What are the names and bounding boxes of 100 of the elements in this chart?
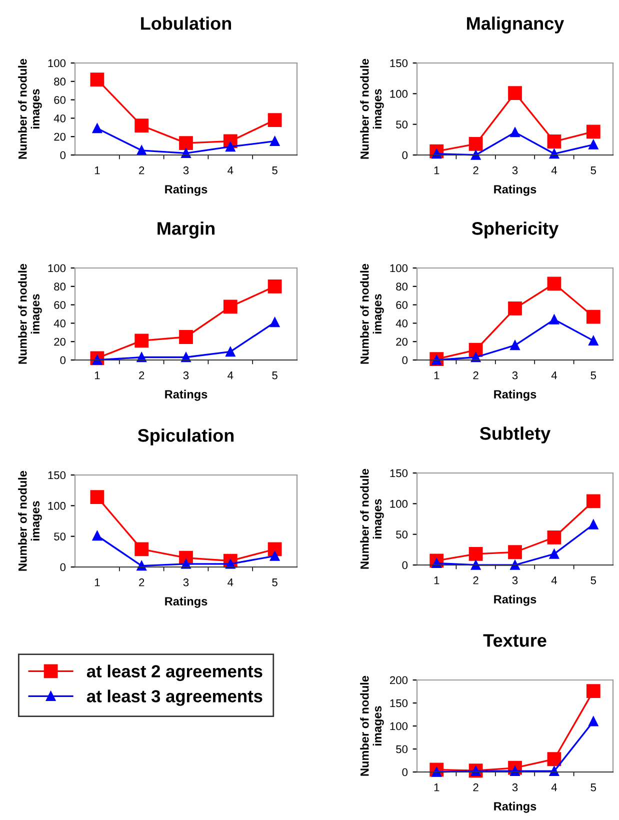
y-tick-label: 80: [396, 282, 408, 291]
x-tick-label: 4: [551, 576, 557, 584]
x-tick-label: 4: [551, 166, 557, 174]
x-axis-title: Ratings: [494, 594, 536, 606]
x-tick-label: 1: [434, 576, 440, 584]
chart-title: Texture: [483, 634, 546, 647]
point: [586, 494, 600, 508]
x-tick-label: 2: [139, 166, 144, 174]
point: [547, 276, 562, 291]
point: [468, 137, 483, 151]
y-tick-label: 100: [48, 502, 66, 510]
x-tick-label: 1: [434, 784, 440, 792]
point: [586, 684, 600, 698]
x-tick-label: 3: [183, 578, 189, 586]
point: [179, 330, 193, 344]
point: [508, 86, 522, 100]
y-tick-label: 200: [390, 676, 408, 684]
chart-title: Spiculation: [138, 428, 234, 446]
y-tick-label: 60: [54, 96, 66, 104]
point: [549, 766, 560, 776]
y-tick-label: 80: [54, 282, 66, 291]
point: [510, 127, 520, 138]
x-tick-label: 2: [139, 371, 144, 380]
point: [586, 124, 600, 139]
x-tick-label: 4: [551, 784, 557, 792]
x-tick-label: 5: [272, 372, 278, 380]
x-tick-label: 2: [473, 783, 478, 792]
point: [588, 716, 598, 726]
point: [268, 113, 282, 127]
point: [270, 551, 280, 561]
point: [90, 72, 104, 87]
y-axis-title: Number of nodule images: [18, 58, 42, 159]
y-tick-label: 50: [396, 530, 408, 538]
y-tick-label: 80: [54, 78, 66, 86]
y-tick-label: 20: [54, 338, 66, 346]
y-axis-title: Number of nodule images: [360, 58, 384, 159]
point: [226, 142, 236, 152]
y-tick-label: 40: [54, 114, 66, 122]
x-tick-label: 3: [512, 576, 518, 584]
x-tick-label: 2: [139, 578, 144, 586]
point: [90, 490, 104, 504]
point: [470, 150, 481, 160]
x-tick-label: 4: [228, 578, 234, 586]
point: [470, 560, 481, 570]
point: [586, 310, 600, 324]
point: [226, 346, 236, 357]
x-tick-label: 3: [183, 166, 189, 174]
point: [549, 148, 560, 159]
y-axis-title: Number of nodule images: [18, 264, 42, 364]
point: [223, 300, 238, 314]
chart-title: Margin: [158, 222, 214, 238]
point: [136, 560, 146, 571]
y-tick-label: 60: [396, 301, 408, 309]
x-axis-title: Ratings: [165, 390, 208, 401]
y-tick-label: 0: [402, 151, 408, 160]
x-tick-label: 4: [228, 372, 234, 380]
x-tick-label: 5: [590, 372, 596, 380]
y-tick-label: 100: [390, 264, 408, 272]
y-axis-title: Number of nodule images: [360, 264, 384, 364]
chart-title: Malignancy: [467, 16, 564, 34]
legend-label: at least 3 agreements: [86, 690, 262, 706]
y-axis-title: Number of nodule images: [18, 470, 42, 571]
x-tick-label: 2: [473, 166, 478, 174]
x-tick-label: 3: [512, 783, 518, 792]
point: [134, 334, 149, 348]
y-tick-label: 20: [396, 338, 408, 346]
x-tick-label: 3: [512, 166, 518, 174]
y-tick-label: 150: [390, 469, 408, 478]
chart-title: Lobulation: [141, 16, 232, 30]
y-tick-label: 40: [396, 319, 408, 328]
y-tick-label: 100: [390, 90, 408, 98]
y-axis-title: Number of nodule images: [360, 468, 384, 569]
x-tick-label: 1: [94, 578, 100, 586]
y-tick-label: 50: [54, 532, 66, 540]
x-tick-label: 5: [590, 166, 596, 174]
point: [588, 520, 598, 530]
x-tick-label: 4: [228, 166, 234, 174]
y-tick-label: 40: [54, 319, 66, 328]
y-tick-label: 0: [402, 561, 408, 570]
x-axis-title: Ratings: [494, 802, 536, 813]
x-tick-label: 1: [94, 372, 100, 380]
point: [547, 752, 562, 766]
point: [181, 559, 191, 569]
y-tick-label: 60: [54, 301, 66, 309]
x-tick-label: 2: [473, 371, 478, 380]
x-axis-title: Ratings: [165, 596, 208, 608]
point: [270, 317, 280, 328]
y-tick-label: 100: [48, 59, 66, 68]
point: [134, 542, 149, 556]
x-tick-label: 4: [551, 372, 557, 380]
x-tick-label: 5: [272, 166, 278, 174]
x-tick-label: 5: [272, 578, 278, 586]
y-tick-label: 50: [396, 745, 408, 754]
y-tick-label: 150: [390, 59, 408, 68]
legend-label: at least 2 agreements: [86, 664, 262, 681]
x-tick-label: 3: [512, 371, 518, 380]
x-tick-label: 3: [183, 371, 189, 380]
point: [588, 140, 598, 150]
point: [547, 530, 562, 544]
y-tick-label: 0: [60, 151, 66, 160]
